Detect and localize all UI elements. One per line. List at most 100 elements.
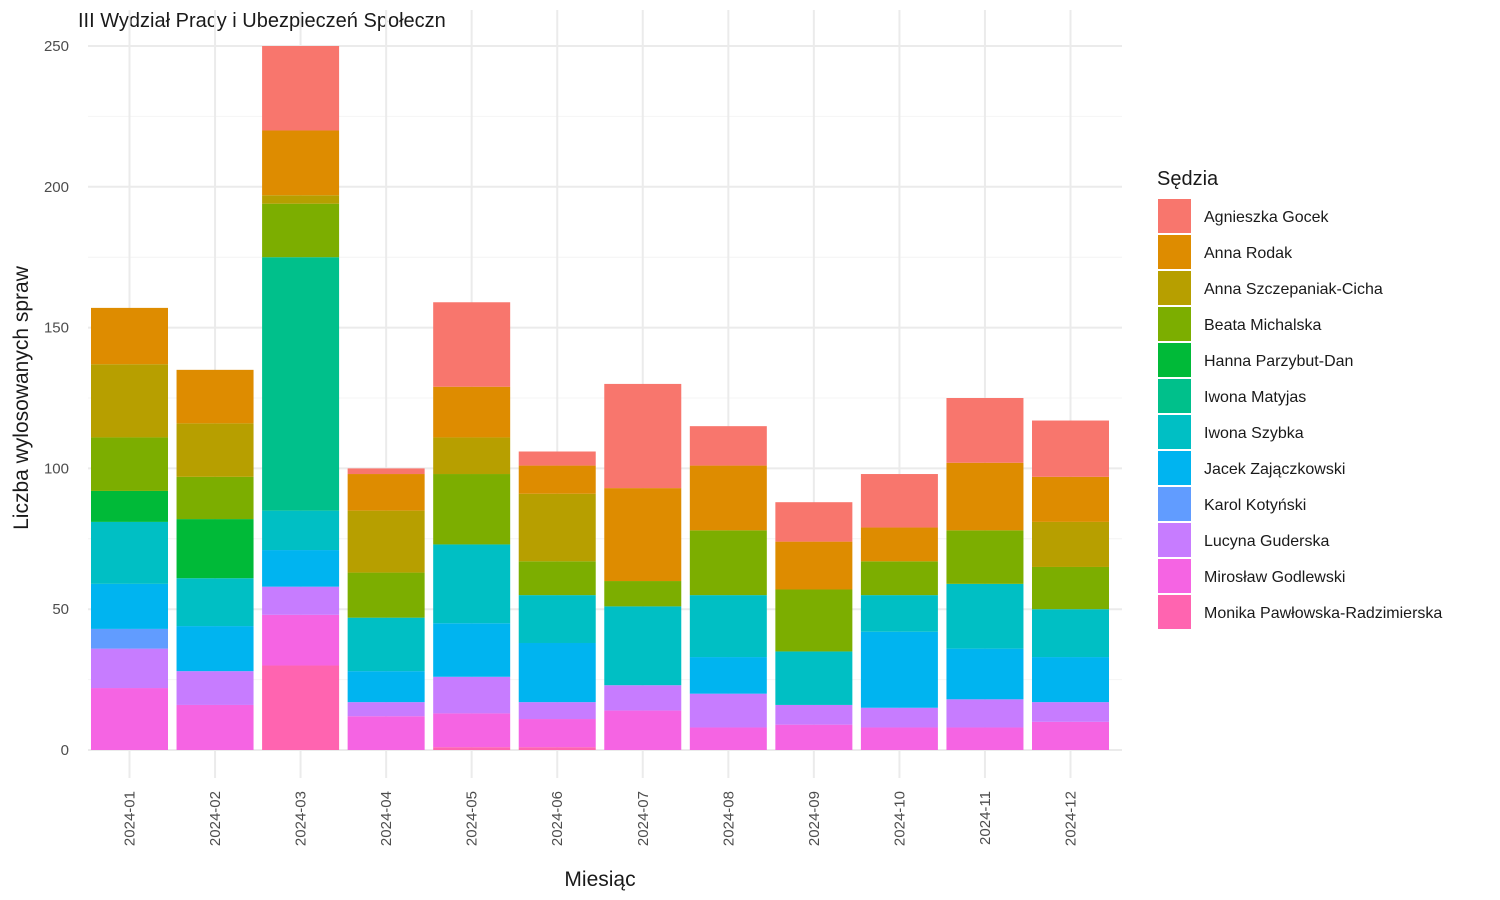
x-tick-label: 2024-06 [549, 791, 566, 846]
bar-segment-2024-03-jacek-zajaczkowski [262, 550, 340, 587]
bar-segment-2024-05-anna-rodak [433, 386, 511, 438]
legend-label-hanna-parzybut-dan: Hanna Parzybut-Dan [1204, 353, 1353, 370]
x-axis-ticks: 2024-01 2024-02 2024-03 2024-04 2024-05 2024-… [122, 791, 1080, 846]
legend: Sędzia Agnieszka Gocek Anna Rodak Anna Szc… [1157, 168, 1442, 629]
x-tick-label: 2024-04 [378, 791, 395, 846]
bar-segment-2024-01-iwona-szybka [91, 521, 168, 584]
bar-segment-2024-05-miroslaw-godlewski [433, 713, 511, 748]
bar-segment-2024-01-lucyna-guderska [91, 648, 168, 689]
x-tick-label: 2024-05 [464, 791, 481, 846]
bar-segment-2024-04-jacek-zajaczkowski [347, 671, 425, 703]
bar-segment-2024-08-miroslaw-godlewski [689, 727, 767, 750]
bar-segment-2024-02-anna-szczepaniak-cicha [176, 423, 254, 477]
bar-segment-2024-06-jacek-zajaczkowski [518, 642, 596, 703]
bar-segment-2024-07-anna-rodak [604, 488, 682, 582]
bar-segment-2024-09-miroslaw-godlewski [775, 724, 853, 750]
legend-label-miroslaw-godlewski: Mirosław Godlewski [1204, 569, 1345, 586]
bar-segment-2024-12-jacek-zajaczkowski [1032, 657, 1109, 703]
bar-segment-2024-09-agnieszka-gocek [775, 502, 853, 542]
x-tick-label: 2024-09 [806, 791, 823, 846]
legend-key-monika-pawlowska-radzimierska [1158, 595, 1191, 629]
legend-key-anna-szczepaniak-cicha [1158, 271, 1191, 305]
bar-segment-2024-04-lucyna-guderska [347, 702, 425, 717]
legend-label-beata-michalska: Beata Michalska [1204, 317, 1321, 334]
legend-label-monika-pawlowska-radzimierska: Monika Pawłowska-Radzimierska [1204, 605, 1442, 622]
bar-segment-2024-11-agnieszka-gocek [946, 398, 1024, 463]
bar-segment-2024-06-agnieszka-gocek [518, 451, 596, 466]
y-axis-ticks: 0 50 100 150 200 250 [44, 38, 69, 759]
bar-segment-2024-02-hanna-parzybut-dan [176, 519, 254, 579]
y-tick-label: 250 [44, 38, 69, 55]
bar-segment-2024-07-beata-michalska [604, 581, 682, 607]
y-tick-label: 0 [61, 742, 69, 759]
legend-key-beata-michalska [1158, 307, 1191, 341]
bar-segment-2024-03-anna-szczepaniak-cicha [262, 195, 340, 204]
bar-segment-2024-02-jacek-zajaczkowski [176, 626, 254, 672]
bar-segment-2024-04-beata-michalska [347, 572, 425, 618]
bar-segment-2024-10-jacek-zajaczkowski [860, 631, 938, 708]
x-tick-label: 2024-07 [635, 791, 652, 846]
bar-segment-2024-08-jacek-zajaczkowski [689, 657, 767, 694]
bar-segment-2024-07-agnieszka-gocek [604, 383, 682, 489]
bar-segment-2024-12-anna-szczepaniak-cicha [1032, 521, 1109, 567]
bar-segment-2024-04-anna-rodak [347, 474, 425, 511]
bar-segment-2024-12-agnieszka-gocek [1032, 420, 1109, 477]
bar-segment-2024-11-miroslaw-godlewski [946, 727, 1024, 750]
legend-key-iwona-matyjas [1158, 379, 1191, 413]
bar-segment-2024-01-anna-rodak [91, 307, 168, 365]
bar-segment-2024-06-anna-rodak [518, 465, 596, 494]
bar-segment-2024-03-lucyna-guderska [262, 586, 340, 615]
bar-segment-2024-12-anna-rodak [1032, 476, 1109, 522]
bar-segment-2024-03-beata-michalska [262, 203, 340, 258]
legend-title: Sędzia [1157, 168, 1219, 190]
y-tick-label: 200 [44, 179, 69, 196]
legend-label-anna-rodak: Anna Rodak [1204, 245, 1293, 262]
bar-segment-2024-02-lucyna-guderska [176, 671, 254, 705]
bar-segment-2024-09-iwona-szybka [775, 651, 853, 705]
bar-segment-2024-02-beata-michalska [176, 476, 254, 520]
legend-key-lucyna-guderska [1158, 523, 1191, 557]
bar-segment-2024-05-jacek-zajaczkowski [433, 623, 511, 677]
bar-segment-2024-09-lucyna-guderska [775, 704, 853, 725]
bar-segment-2024-02-iwona-szybka [176, 578, 254, 627]
bar-segment-2024-06-lucyna-guderska [518, 702, 596, 720]
bar-segment-2024-10-iwona-szybka [860, 595, 938, 632]
bar-segment-2024-06-beata-michalska [518, 561, 596, 596]
legend-key-iwona-szybka [1158, 415, 1191, 449]
bar-segment-2024-12-beata-michalska [1032, 566, 1109, 610]
y-tick-label: 100 [44, 460, 69, 477]
bar-segment-2024-02-miroslaw-godlewski [176, 704, 254, 750]
legend-key-miroslaw-godlewski [1158, 559, 1191, 593]
x-tick-label: 2024-01 [122, 791, 139, 846]
bar-segment-2024-09-beata-michalska [775, 589, 853, 652]
bar-segment-2024-04-anna-szczepaniak-cicha [347, 510, 425, 573]
bar-segment-2024-12-miroslaw-godlewski [1032, 721, 1109, 750]
bar-segment-2024-07-lucyna-guderska [604, 685, 682, 711]
bar-segment-2024-11-iwona-szybka [946, 583, 1024, 649]
bar-segment-2024-02-anna-rodak [176, 369, 254, 424]
y-tick-label: 50 [52, 601, 69, 618]
bar-segment-2024-01-beata-michalska [91, 437, 168, 491]
bar-segment-2024-08-iwona-szybka [689, 595, 767, 658]
x-tick-label: 2024-10 [891, 791, 908, 846]
x-tick-label: 2024-11 [977, 791, 994, 845]
bar-segment-2024-04-miroslaw-godlewski [347, 716, 425, 750]
bar-segment-2024-11-jacek-zajaczkowski [946, 648, 1024, 700]
bar-segment-2024-01-hanna-parzybut-dan [91, 490, 168, 522]
bar-segment-2024-01-jacek-zajaczkowski [91, 583, 168, 629]
bar-segment-2024-04-iwona-szybka [347, 617, 425, 672]
bar-segment-2024-05-iwona-szybka [433, 544, 511, 624]
y-tick-label: 150 [44, 320, 69, 337]
bar-segment-2024-03-iwona-matyjas [262, 257, 340, 511]
bar-segment-2024-05-beata-michalska [433, 474, 511, 545]
bar-segment-2024-12-lucyna-guderska [1032, 702, 1109, 722]
bar-segment-2024-06-anna-szczepaniak-cicha [518, 493, 596, 562]
bar-segment-2024-05-lucyna-guderska [433, 676, 511, 714]
bar-segment-2024-07-iwona-szybka [604, 606, 682, 686]
bar-segment-2024-05-anna-szczepaniak-cicha [433, 437, 511, 475]
bar-segment-2024-03-agnieszka-gocek [262, 46, 340, 131]
legend-label-iwona-matyjas: Iwona Matyjas [1204, 389, 1306, 406]
x-axis-title: Miesiąc [564, 868, 635, 891]
bar-segment-2024-12-iwona-szybka [1032, 609, 1109, 658]
